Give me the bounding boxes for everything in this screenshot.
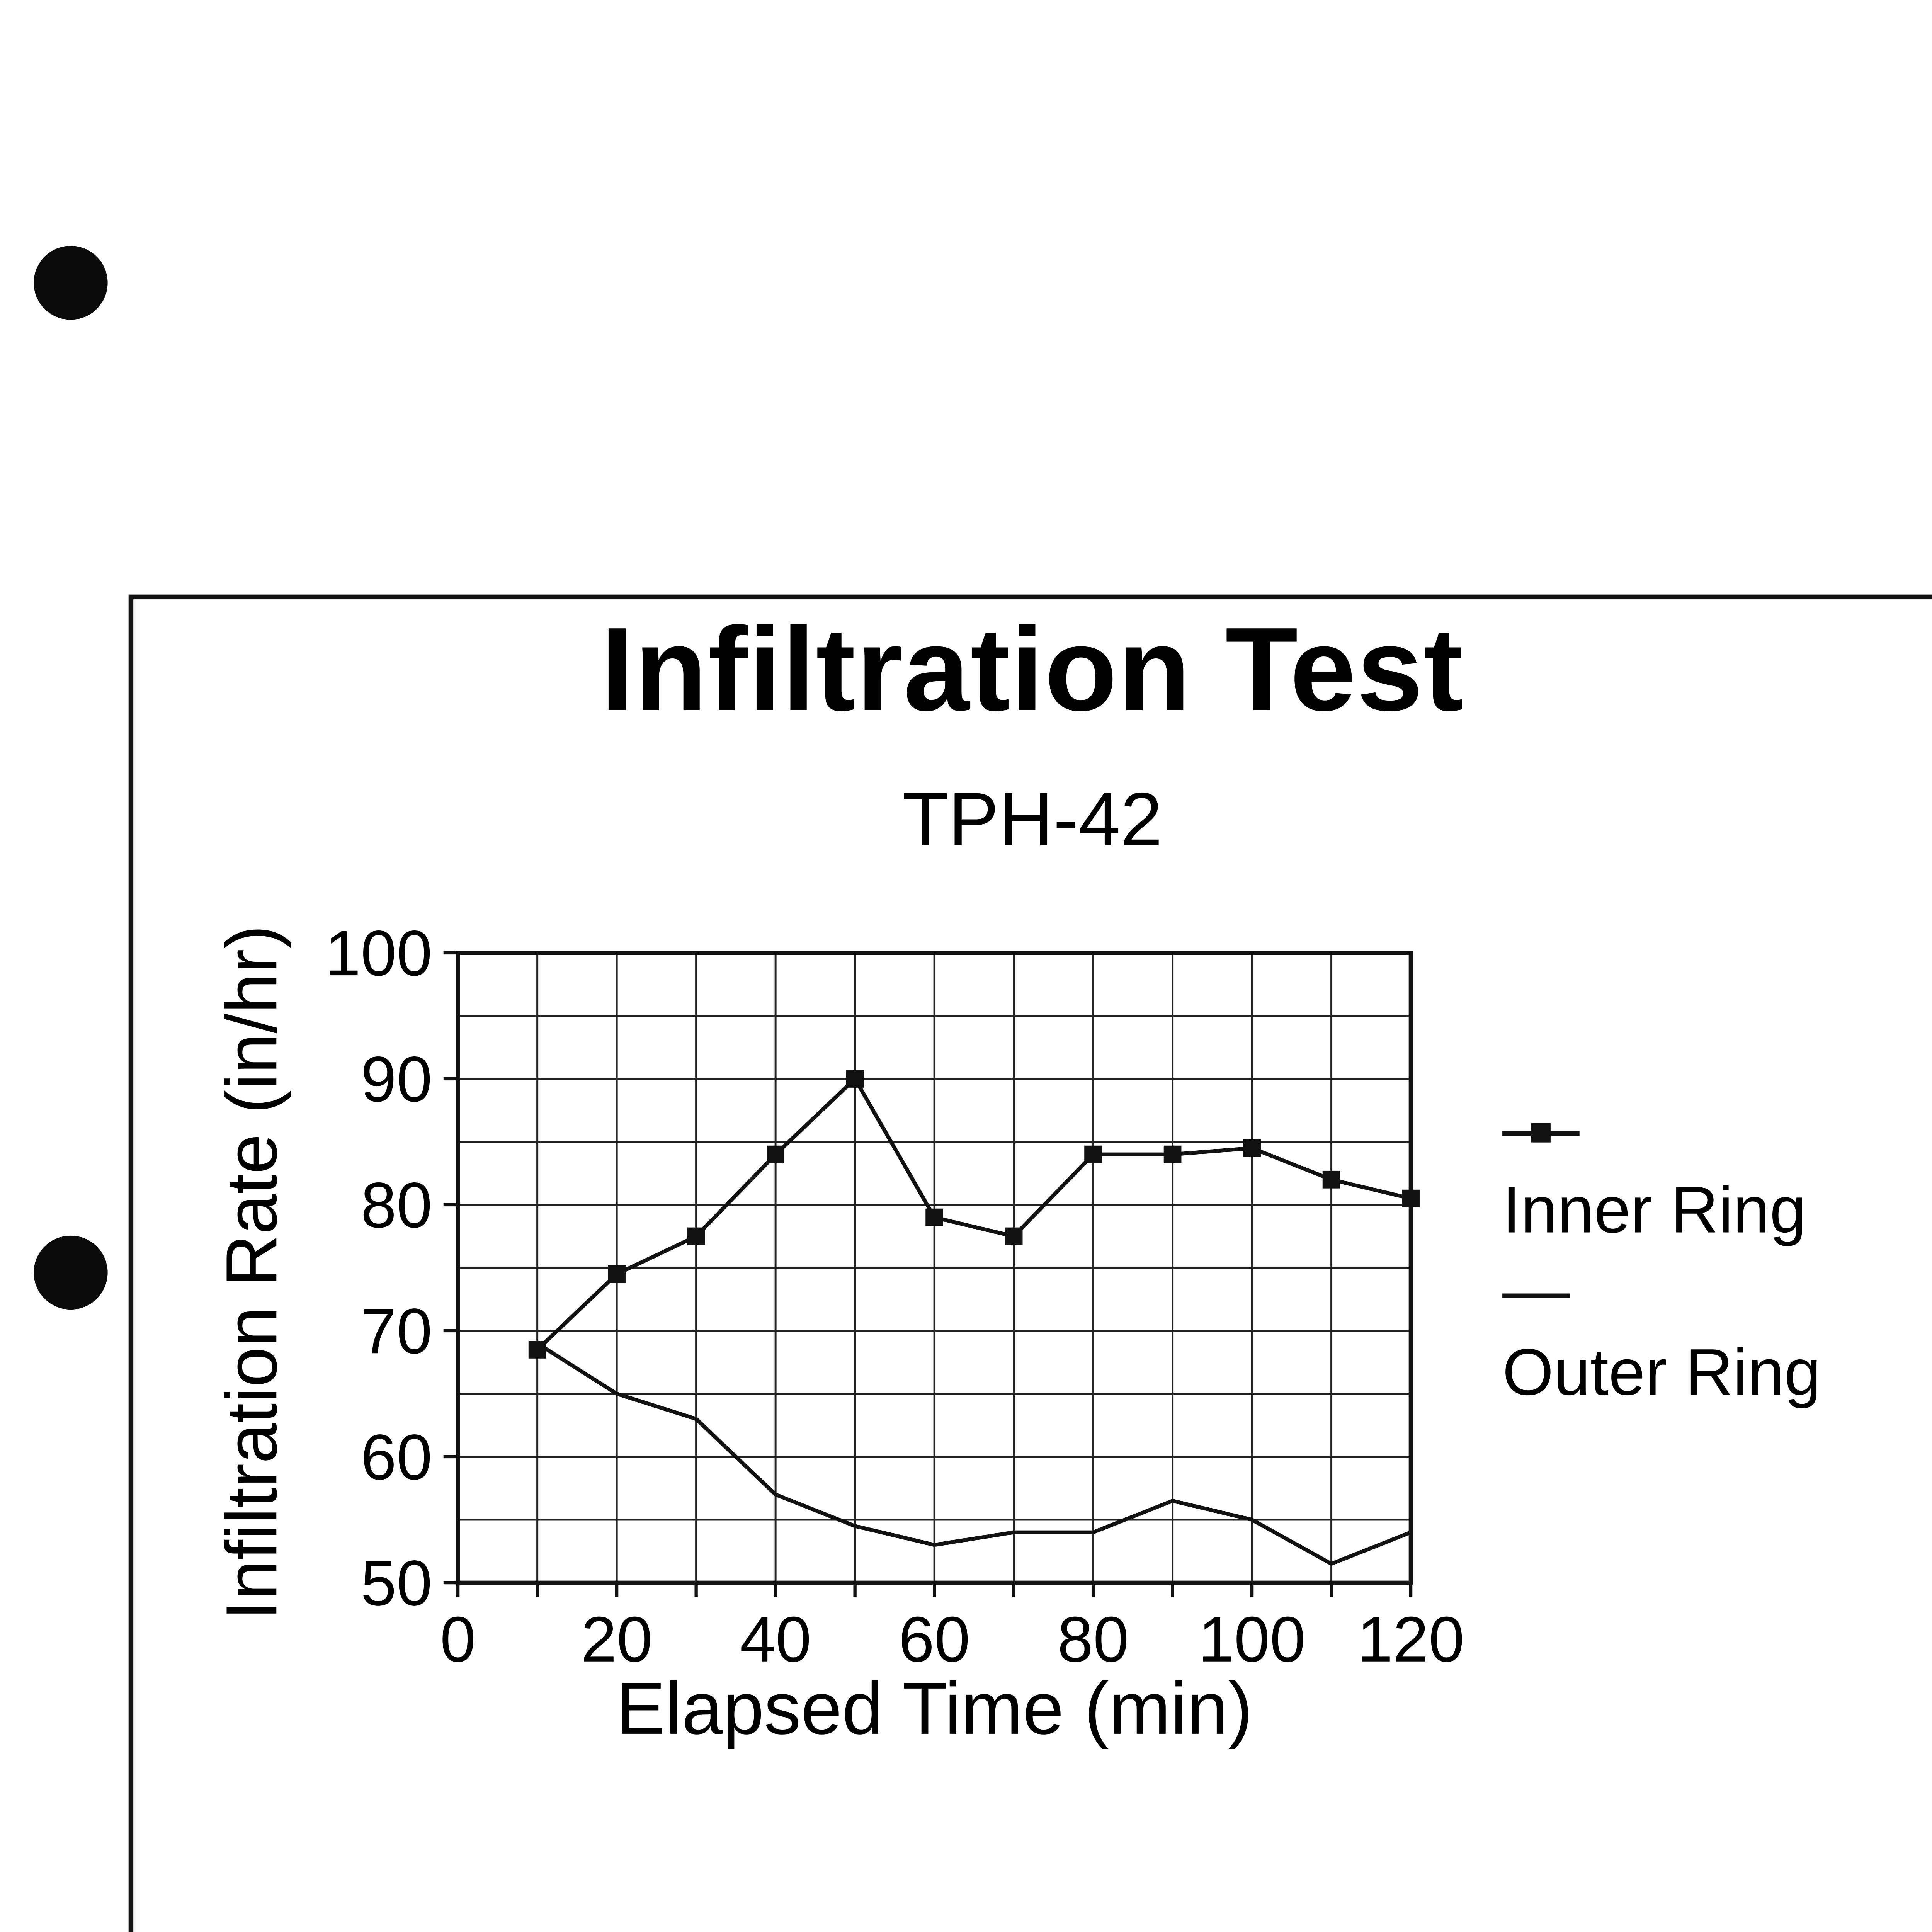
svg-text:80: 80 xyxy=(361,1169,432,1241)
outer-ring-legend-marker xyxy=(1502,1284,1904,1306)
hole-punch-top xyxy=(34,246,108,320)
infiltration-chart-plot: 50 60 70 80 90 100 0 20 40 60 80 100 120 xyxy=(325,917,1464,1675)
svg-text:100: 100 xyxy=(325,917,432,989)
chart-title: Infiltration Test xyxy=(600,602,1464,736)
svg-text:100: 100 xyxy=(1198,1604,1306,1675)
svg-text:60: 60 xyxy=(361,1421,432,1493)
y-axis-label: Infiltration Rate (in/hr) xyxy=(210,925,293,1621)
svg-text:90: 90 xyxy=(361,1043,432,1115)
chart-frame-box xyxy=(128,594,1932,1932)
svg-text:60: 60 xyxy=(899,1604,970,1675)
svg-text:70: 70 xyxy=(361,1295,432,1367)
chart-legend: Inner Ring Outer Ring xyxy=(1502,1122,1904,1446)
outer-ring-line-icon xyxy=(1502,1293,1570,1298)
svg-text:50: 50 xyxy=(361,1547,432,1619)
svg-text:120: 120 xyxy=(1357,1604,1464,1675)
x-axis-label: Elapsed Time (min) xyxy=(616,1666,1253,1750)
svg-text:0: 0 xyxy=(440,1604,476,1675)
chart-subtitle: TPH-42 xyxy=(902,776,1163,861)
svg-text:40: 40 xyxy=(740,1604,811,1675)
svg-text:80: 80 xyxy=(1058,1604,1129,1675)
inner-ring-square-icon xyxy=(1531,1123,1551,1143)
svg-text:20: 20 xyxy=(581,1604,653,1675)
inner-ring-legend-marker xyxy=(1502,1122,1904,1144)
inner-ring-legend-label: Inner Ring xyxy=(1502,1173,1806,1247)
hole-punch-middle xyxy=(34,1235,108,1310)
outer-ring-legend-label: Outer Ring xyxy=(1502,1335,1821,1409)
